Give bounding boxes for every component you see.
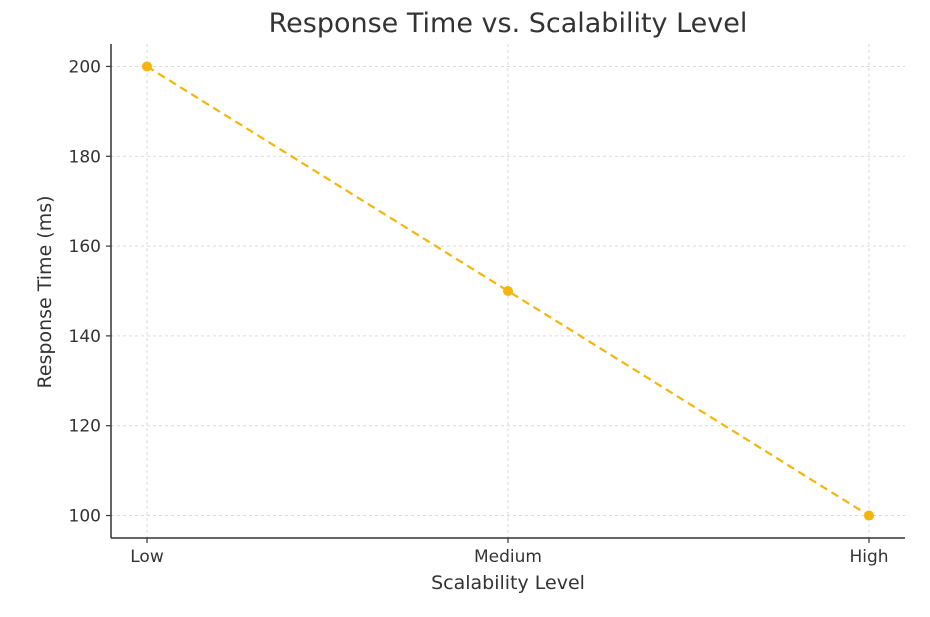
series-layer — [142, 61, 874, 521]
y-axis-label: Response Time (ms) — [34, 195, 56, 388]
y-tick-label: 140 — [69, 327, 101, 347]
data-point — [503, 286, 513, 296]
data-point — [142, 61, 152, 72]
tick-labels: 100 120 140 160 180 200 Low Medium High — [69, 57, 889, 567]
y-tick-label: 160 — [69, 237, 101, 257]
y-tick-label: 100 — [69, 507, 101, 527]
y-tick-label: 120 — [69, 417, 101, 437]
axes — [106, 44, 905, 543]
x-axis-label: Scalability Level — [431, 572, 585, 594]
x-tick-label: High — [849, 547, 888, 567]
chart-title: Response Time vs. Scalability Level — [269, 8, 748, 39]
y-tick-label: 200 — [69, 57, 101, 77]
data-point — [864, 510, 874, 521]
y-tick-label: 180 — [69, 147, 101, 167]
series-line — [146, 65, 870, 517]
x-tick-label: Medium — [474, 547, 542, 567]
x-tick-label: Low — [130, 547, 164, 567]
